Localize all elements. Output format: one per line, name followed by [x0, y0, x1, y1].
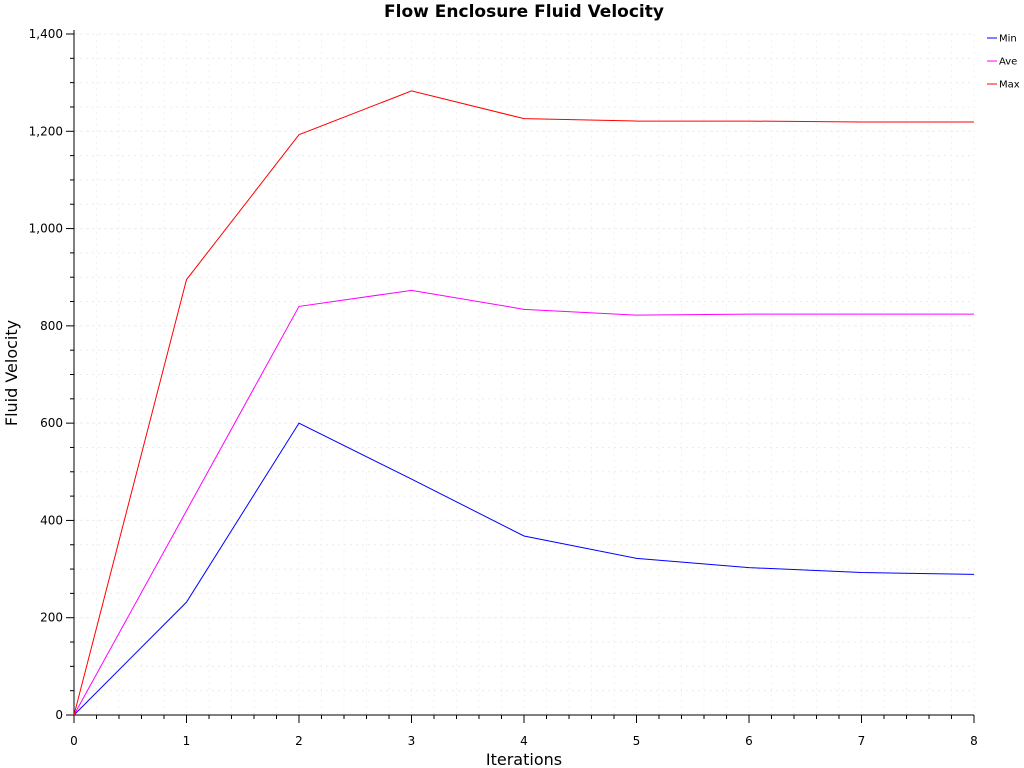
y-tick-label: 0	[55, 708, 63, 722]
y-tick-label: 1,200	[29, 124, 63, 138]
chart-title: Flow Enclosure Fluid Velocity	[384, 2, 664, 22]
x-tick-label: 8	[970, 734, 978, 748]
y-tick-label: 1,000	[29, 222, 63, 236]
x-tick-label: 5	[633, 734, 641, 748]
series-line-min	[73, 422, 975, 716]
series-line-max	[73, 90, 974, 716]
series-line-ave	[73, 289, 974, 716]
y-tick-label: 200	[40, 611, 63, 625]
series-lines	[73, 90, 975, 716]
legend-label-max: Max	[999, 80, 1020, 91]
y-tick-label: 1,400	[29, 27, 63, 41]
legend-label-min: Min	[999, 34, 1017, 45]
legend: Min Ave Max	[987, 34, 1020, 91]
y-tick-label: 800	[40, 319, 63, 333]
y-tick-label: 400	[40, 513, 63, 527]
x-tick-label: 1	[183, 734, 191, 748]
y-tick-label: 600	[40, 416, 63, 430]
x-tick-label: 4	[520, 734, 528, 748]
ticks: 0 200 400 600 800 1,000 1,200 1,400 0 1 2 3 4 5 6 7 8	[29, 27, 978, 748]
x-tick-label: 6	[745, 734, 753, 748]
x-tick-label: 3	[408, 734, 416, 748]
legend-label-ave: Ave	[999, 57, 1017, 68]
x-tick-label: 7	[858, 734, 866, 748]
grid	[73, 33, 975, 716]
x-tick-label: 2	[295, 734, 303, 748]
x-tick-label: 0	[70, 734, 78, 748]
y-axis-label: Fluid Velocity	[2, 320, 21, 426]
x-axis-label: Iterations	[486, 750, 562, 768]
